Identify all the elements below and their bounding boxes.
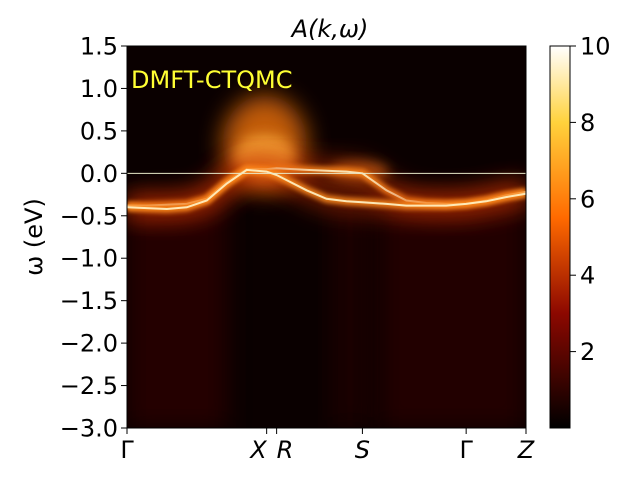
y-tick-label: 0.5 xyxy=(80,117,118,145)
x-tick-label: Γ xyxy=(120,436,134,464)
y-tick-label: −2.0 xyxy=(60,330,118,358)
method-annotation: DMFT-CTQMC xyxy=(131,66,292,94)
y-tick-label: 1.0 xyxy=(80,75,118,103)
y-tick-label: −3.0 xyxy=(60,415,118,443)
incoherent-weight xyxy=(330,200,370,428)
y-axis-label: ω (eV) xyxy=(20,198,48,276)
x-tick-label: S xyxy=(355,436,370,464)
plot-frame xyxy=(126,45,527,429)
x-tick-label: Γ xyxy=(459,436,473,464)
y-tick-label: −1.5 xyxy=(60,287,118,315)
y-tick-label: −2.5 xyxy=(60,372,118,400)
incoherent-weight xyxy=(127,200,227,428)
colorbar-axis: 2 4 6 8 10 xyxy=(570,33,611,366)
x-tick-label: Z xyxy=(517,436,535,464)
x-tick-label: R xyxy=(277,436,294,464)
bands-layer xyxy=(127,95,526,221)
y-tick-label: −0.5 xyxy=(60,202,118,230)
colorbar-tick-label: 2 xyxy=(580,338,595,366)
chart-title: A(k,ω) xyxy=(290,15,369,43)
colorbar-tick-label: 8 xyxy=(580,109,595,137)
heatmap-area xyxy=(127,46,526,428)
colorbar-tick-label: 6 xyxy=(580,185,595,213)
incoherent-weight xyxy=(380,200,526,428)
y-axis: 1.5 1.0 0.5 0.0 −0.5 −1.0 −1.5 −2.0 −2.5 −3.0 xyxy=(60,33,127,443)
colorbar-tick-label: 4 xyxy=(580,262,595,290)
y-tick-label: 0.0 xyxy=(80,160,118,188)
colorbar-tick-label: 10 xyxy=(580,33,611,61)
colorbar xyxy=(549,45,571,429)
x-tick-label: X xyxy=(248,436,267,464)
band2-core xyxy=(127,168,526,211)
y-tick-label: −1.0 xyxy=(60,245,118,273)
y-tick-label: 1.5 xyxy=(80,33,118,61)
